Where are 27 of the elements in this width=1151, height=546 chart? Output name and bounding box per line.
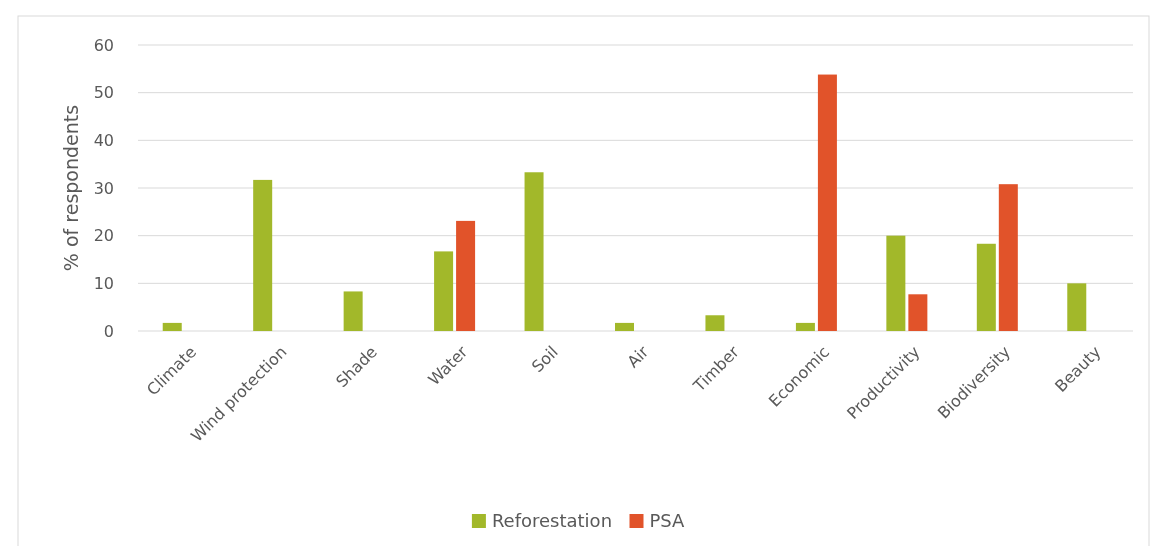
bar (343, 291, 363, 331)
y-tick-label: 50 (93, 83, 114, 103)
y-tick-label: 10 (93, 273, 114, 293)
bar (705, 315, 725, 331)
bar (886, 235, 906, 331)
bar (817, 74, 837, 331)
x-tick-label: Air (623, 342, 653, 372)
bar (976, 243, 996, 331)
y-tick-label: 20 (93, 226, 114, 246)
bar (456, 220, 476, 331)
bar (162, 322, 182, 331)
bar (434, 251, 454, 331)
y-tick-label: 40 (93, 130, 114, 150)
y-tick-label: 60 (93, 35, 114, 55)
y-tick-label: 0 (103, 321, 114, 341)
legend-label: Reforestation (491, 510, 613, 532)
bar (1067, 283, 1087, 331)
y-axis-title: % of respondents (60, 104, 82, 272)
bar (795, 322, 815, 331)
bar (615, 322, 634, 331)
x-tick-label: Soil (527, 342, 562, 377)
bar (998, 184, 1018, 331)
bar (908, 294, 928, 331)
legend-label: PSA (649, 510, 686, 532)
y-tick-label: 30 (93, 178, 114, 198)
bar (253, 179, 273, 331)
bar (524, 172, 544, 331)
